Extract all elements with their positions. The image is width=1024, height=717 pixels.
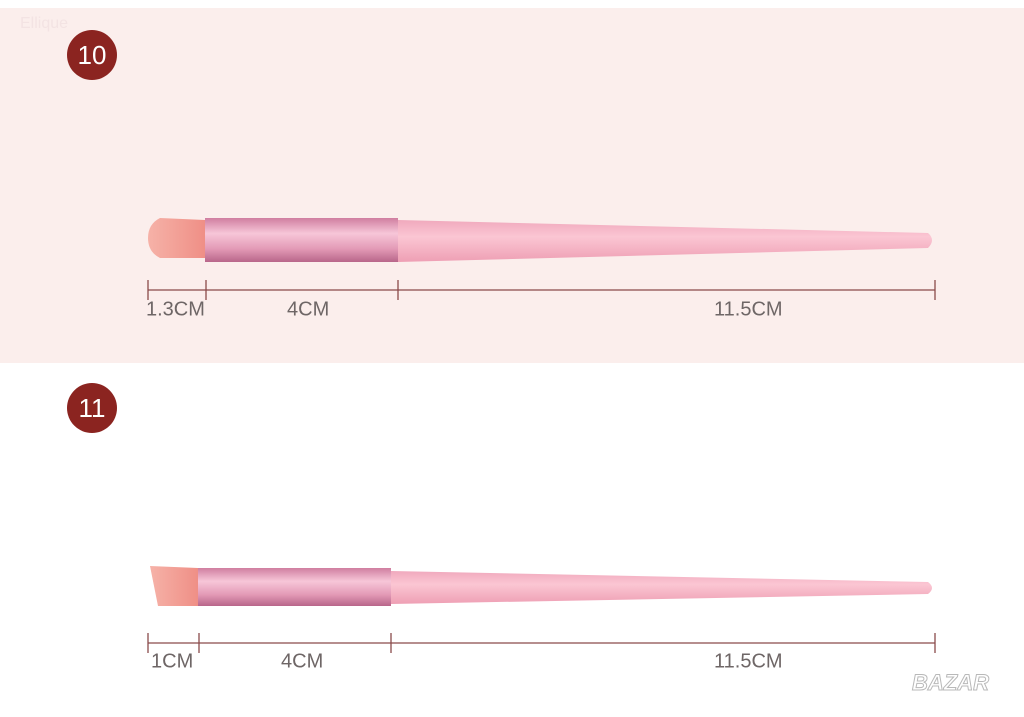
- badge: [67, 30, 117, 80]
- dimension-label: 4CM: [287, 298, 329, 320]
- dimension-label: 1.3CM: [146, 298, 205, 320]
- badge-number: 11: [79, 393, 106, 423]
- dimension-label: 4CM: [281, 650, 323, 672]
- corner-text: Ellique: [20, 15, 68, 32]
- brush: [150, 566, 932, 606]
- watermark: BAZAR: [912, 670, 989, 695]
- dimension-label: 11.5CM: [714, 650, 783, 672]
- dimension-label: 11.5CM: [714, 298, 783, 320]
- brush: [148, 218, 932, 262]
- dimension-lines: [147, 280, 936, 300]
- dimension-lines: [147, 633, 936, 653]
- panel-background: [0, 8, 1024, 363]
- badge-number: 10: [78, 40, 107, 70]
- dimension-label: 1CM: [151, 650, 193, 672]
- badge: [67, 383, 117, 433]
